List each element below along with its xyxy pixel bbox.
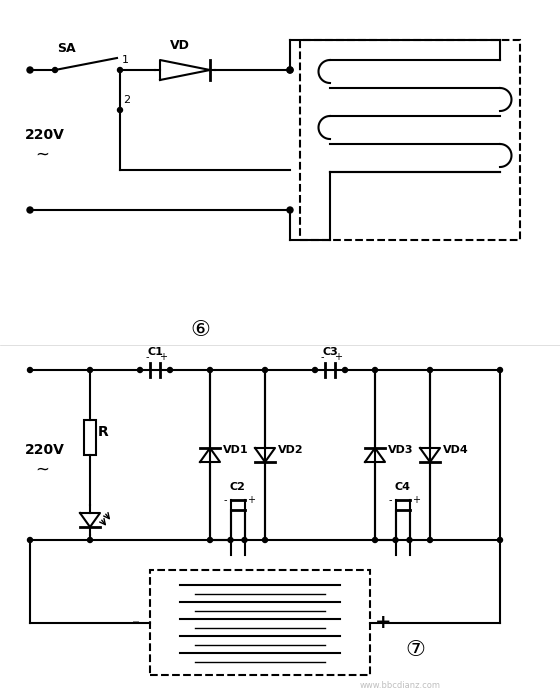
Circle shape [87,368,92,372]
Text: 1: 1 [122,55,129,65]
Text: -: - [320,352,324,362]
Circle shape [228,538,233,542]
Text: VD: VD [170,39,190,52]
Text: VD4: VD4 [443,445,469,455]
Circle shape [393,538,398,542]
Text: SA: SA [57,42,76,55]
Circle shape [242,538,247,542]
Circle shape [167,368,172,372]
Circle shape [407,538,412,542]
Text: ~: ~ [35,461,49,479]
Text: VD2: VD2 [278,445,304,455]
Text: www.bbcdianz.com: www.bbcdianz.com [360,681,441,690]
Text: 2: 2 [123,95,130,105]
Circle shape [343,368,348,372]
Text: +: + [334,352,342,362]
Text: -: - [389,495,393,505]
Circle shape [372,368,377,372]
Circle shape [427,538,432,542]
Circle shape [27,207,33,213]
Circle shape [53,67,58,73]
Text: C3: C3 [322,347,338,357]
Text: ~: ~ [35,146,49,164]
Text: +: + [413,495,421,505]
Circle shape [287,67,293,73]
Text: ⑦: ⑦ [405,640,425,660]
Circle shape [287,67,293,73]
Text: 220V: 220V [25,128,65,142]
Circle shape [87,538,92,542]
Circle shape [263,538,268,542]
Text: +: + [159,352,167,362]
Circle shape [312,368,318,372]
Text: +: + [375,613,391,632]
Circle shape [497,538,502,542]
Text: ⑥: ⑥ [190,320,210,340]
Text: -: - [132,613,140,632]
Text: C1: C1 [147,347,163,357]
Text: -: - [224,495,227,505]
Circle shape [138,368,142,372]
Circle shape [27,538,32,542]
Text: VD1: VD1 [223,445,249,455]
Circle shape [263,368,268,372]
Text: +: + [248,495,255,505]
Circle shape [27,368,32,372]
Circle shape [118,67,123,73]
Circle shape [27,67,33,73]
Circle shape [427,368,432,372]
Text: C2: C2 [230,482,245,492]
Circle shape [372,538,377,542]
Circle shape [208,538,212,542]
Text: -: - [145,352,149,362]
Text: C4: C4 [394,482,410,492]
Text: 220V: 220V [25,443,65,457]
Circle shape [497,368,502,372]
Circle shape [118,108,123,113]
Text: R: R [98,426,109,440]
Circle shape [287,207,293,213]
Text: VD3: VD3 [388,445,413,455]
Circle shape [208,368,212,372]
